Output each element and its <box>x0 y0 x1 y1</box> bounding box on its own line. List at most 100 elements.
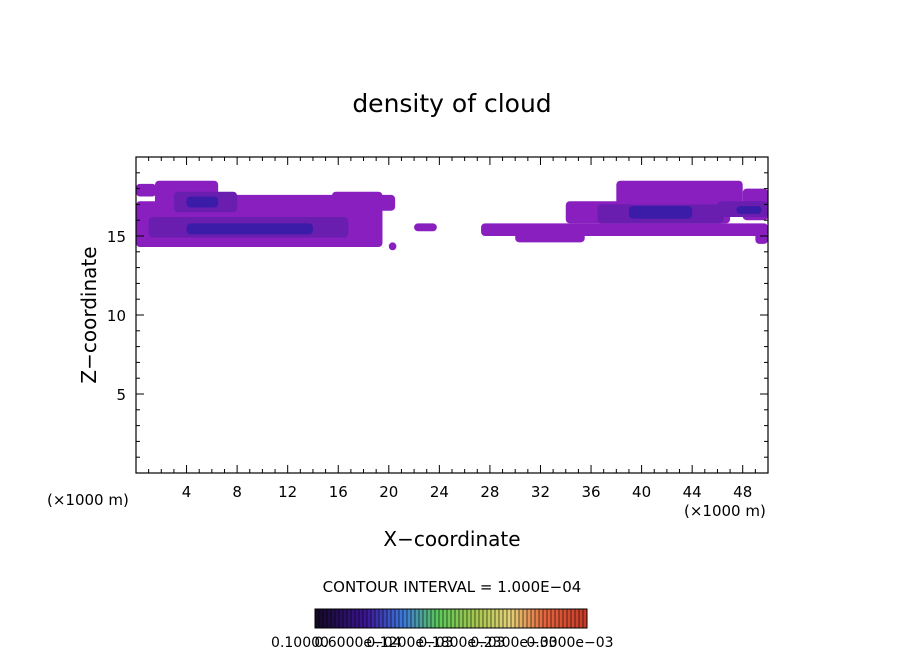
colorbar-labels: 0.100000.6000e−040.1200e−030.1800e−030.2… <box>271 635 614 651</box>
x-tick-label: 32 <box>531 483 550 501</box>
colorbar-swatch <box>395 609 399 628</box>
x-tick-label: 20 <box>379 483 398 501</box>
colorbar-swatch <box>483 609 487 628</box>
cloud-region-20 <box>736 205 762 214</box>
x-tick-label: 40 <box>632 483 651 501</box>
colorbar-swatch <box>319 609 323 628</box>
x-tick-label: 48 <box>733 483 752 501</box>
colorbar-swatch <box>375 609 379 628</box>
colorbar-swatch <box>567 609 571 628</box>
colorbar-swatch <box>523 609 527 628</box>
colorbar-swatch <box>343 609 347 628</box>
y-tick-label: 5 <box>116 386 126 404</box>
colorbar-swatch <box>511 609 515 628</box>
colorbar-swatch <box>471 609 475 628</box>
x-tick-label: 24 <box>430 483 449 501</box>
colorbar-swatch <box>399 609 403 628</box>
cloud-region-4 <box>331 191 383 206</box>
colorbar-swatch <box>335 609 339 628</box>
colorbar-swatch <box>423 609 427 628</box>
colorbar-swatch <box>479 609 483 628</box>
colorbar-swatch <box>315 609 319 628</box>
colorbar-swatch <box>555 609 559 628</box>
y-tick-label: 10 <box>107 307 126 325</box>
axis-ticks <box>136 157 768 473</box>
colorbar-swatch <box>491 609 495 628</box>
colorbar-label: 0.3000e−03 <box>526 635 613 651</box>
colorbar-swatch <box>411 609 415 628</box>
colorbar-swatch <box>347 609 351 628</box>
x-tick-label: 36 <box>581 483 600 501</box>
colorbar-swatch <box>579 609 583 628</box>
colorbar-swatch <box>359 609 363 628</box>
colorbar-swatch <box>547 609 551 628</box>
colorbar-swatch <box>499 609 503 628</box>
colorbar-label: 0.2300e−03 <box>470 635 557 651</box>
x-unit-left: (×1000 m) <box>47 491 129 509</box>
colorbar-swatch <box>323 609 327 628</box>
colorbar-frame <box>314 608 588 629</box>
colorbar-swatch <box>451 609 455 628</box>
colorbar-swatch <box>439 609 443 628</box>
plot-area <box>135 156 769 474</box>
x-tick-label: 16 <box>329 483 348 501</box>
cloud-region-8 <box>186 196 219 208</box>
colorbar-swatch <box>507 609 511 628</box>
colorbar-swatch <box>363 609 367 628</box>
colorbar-swatch <box>331 609 335 628</box>
colorbar-swatch <box>527 609 531 628</box>
colorbar-swatch <box>339 609 343 628</box>
x-unit-right: (×1000 m) <box>684 502 766 520</box>
colorbar-swatch <box>519 609 523 628</box>
x-tick-label: 28 <box>480 483 499 501</box>
x-tick-label: 12 <box>278 483 297 501</box>
cloud-region-0 <box>136 183 157 197</box>
y-axis-label: Z−coordinate <box>77 246 101 383</box>
colorbar-swatch <box>515 609 519 628</box>
cloud-region-10 <box>414 223 437 232</box>
colorbar-swatch <box>387 609 391 628</box>
colorbar-swatch <box>559 609 563 628</box>
chart-title: density of cloud <box>352 89 551 118</box>
colorbar-swatch <box>367 609 371 628</box>
cloud-region-14 <box>616 180 743 211</box>
colorbar-swatch <box>391 609 395 628</box>
colorbar-swatch <box>467 609 471 628</box>
colorbar-swatch <box>459 609 463 628</box>
colorbar-swatch <box>435 609 439 628</box>
colorbar-label: 0.1800e−03 <box>418 635 505 651</box>
cloud-region-19 <box>628 205 693 219</box>
colorbar-swatch <box>431 609 435 628</box>
colorbar-swatch <box>539 609 543 628</box>
cloud-region-12 <box>515 232 585 243</box>
colorbar-label: 0.1200e−03 <box>366 635 453 651</box>
x-tick-label: 44 <box>683 483 702 501</box>
colorbar-swatch <box>403 609 407 628</box>
colorbar-swatch <box>415 609 419 628</box>
y-tick-labels: 5 10 15 <box>107 228 126 404</box>
x-tick-label: 4 <box>182 483 192 501</box>
colorbar-swatch <box>575 609 579 628</box>
colorbar-swatch <box>487 609 491 628</box>
colorbar-swatch <box>371 609 375 628</box>
cloud-region-9 <box>388 242 397 251</box>
colorbar-swatch <box>443 609 447 628</box>
colorbar-label: 0.6000e−04 <box>314 635 401 651</box>
x-tick-labels: 4 8 12 16 20 24 28 32 36 40 44 48 <box>182 483 752 501</box>
colorbar-swatch <box>327 609 331 628</box>
colorbar-swatch <box>355 609 359 628</box>
colorbar-swatch <box>379 609 383 628</box>
colorbar-label: 0.10000 <box>271 635 329 651</box>
colorbar-swatch <box>475 609 479 628</box>
colorbar-swatch <box>503 609 507 628</box>
x-axis-label: X−coordinate <box>383 527 520 551</box>
colorbar-swatch <box>543 609 547 628</box>
contour-interval-label: CONTOUR INTERVAL = 1.000E−04 <box>323 578 582 596</box>
colorbar-swatch <box>447 609 451 628</box>
colorbar-swatch <box>463 609 467 628</box>
colorbar-swatch <box>383 609 387 628</box>
y-tick-label: 15 <box>107 228 126 246</box>
colorbar-swatch <box>563 609 567 628</box>
colorbar-swatch <box>551 609 555 628</box>
